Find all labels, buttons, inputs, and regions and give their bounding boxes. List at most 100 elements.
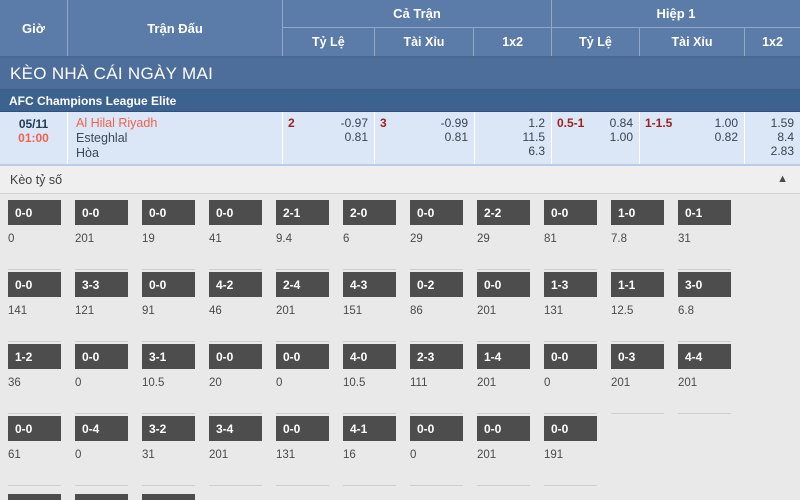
correct-score-chip[interactable]: 0-0: [8, 494, 61, 500]
correct-score-chip[interactable]: 3-4: [209, 416, 262, 441]
correct-score-cell[interactable]: 0-2 86: [410, 272, 477, 344]
correct-score-cell[interactable]: 4-3 151: [343, 272, 410, 344]
odds-ft-under[interactable]: 0.81: [444, 130, 468, 144]
odds-h1-1x2-away[interactable]: 2.83: [770, 144, 794, 158]
correct-score-cell[interactable]: 0-0 0: [276, 344, 343, 416]
correct-score-chip[interactable]: 2-0: [343, 200, 396, 225]
odds-ft-1x2-away[interactable]: 6.3: [528, 144, 545, 158]
correct-score-cell[interactable]: 4-0 10.5: [343, 344, 410, 416]
correct-score-chip[interactable]: 3-3: [75, 272, 128, 297]
column-header-ft-1x2[interactable]: 1x2: [502, 35, 524, 49]
correct-score-chip[interactable]: 0-0: [8, 272, 61, 297]
odds-h1-handicap[interactable]: 0.5-1 0.84 1.00: [552, 112, 640, 164]
correct-score-cell[interactable]: 3-0 6.8: [678, 272, 745, 344]
correct-score-chip[interactable]: 4-4: [678, 344, 731, 369]
odds-h1-handicap-home[interactable]: 0.84: [609, 116, 633, 130]
away-team-name[interactable]: Esteghlal: [76, 131, 128, 145]
correct-score-cell[interactable]: 3-3 121: [75, 272, 142, 344]
correct-score-cell[interactable]: 0-3 201: [611, 344, 678, 416]
correct-score-chip[interactable]: 0-0: [142, 272, 195, 297]
correct-score-chip[interactable]: 3-2: [142, 416, 195, 441]
correct-score-cell[interactable]: 0-0 0: [544, 344, 611, 416]
correct-score-cell[interactable]: 0-0 29: [410, 200, 477, 272]
chevron-up-icon[interactable]: ▲: [777, 173, 788, 185]
correct-score-chip[interactable]: 1-0: [611, 200, 664, 225]
league-header[interactable]: AFC Champions League Elite: [0, 90, 800, 112]
correct-score-chip[interactable]: 0-0: [75, 494, 128, 500]
correct-score-chip[interactable]: 1-3: [544, 272, 597, 297]
correct-score-cell[interactable]: 0-0 91: [142, 272, 209, 344]
correct-score-chip[interactable]: 4-1: [343, 416, 396, 441]
correct-score-chip[interactable]: 4-3: [343, 272, 396, 297]
correct-score-chip[interactable]: 0-0: [8, 200, 61, 225]
correct-score-cell[interactable]: 4-2 46: [209, 272, 276, 344]
correct-score-cell[interactable]: 4-1 16: [343, 416, 410, 488]
correct-score-cell[interactable]: 0-0 0: [8, 200, 75, 272]
correct-score-chip[interactable]: 0-4: [75, 416, 128, 441]
correct-score-chip[interactable]: 0-3: [611, 344, 664, 369]
correct-score-cell[interactable]: 2-1 9.4: [276, 200, 343, 272]
correct-score-chip[interactable]: 0-1: [678, 200, 731, 225]
correct-score-cell[interactable]: 4-4 201: [678, 344, 745, 416]
odds-ft-handicap[interactable]: 2 -0.97 0.81: [283, 112, 375, 164]
correct-score-chip[interactable]: 0-0: [544, 416, 597, 441]
correct-score-chip[interactable]: 0-0: [477, 416, 530, 441]
correct-score-chip[interactable]: 0-0: [276, 344, 329, 369]
correct-score-cell[interactable]: 2-0 6: [343, 200, 410, 272]
correct-score-chip[interactable]: 1-1: [611, 272, 664, 297]
correct-score-chip[interactable]: 0-0: [276, 416, 329, 441]
correct-score-cell[interactable]: 2-4 201: [276, 272, 343, 344]
correct-score-chip[interactable]: 0-0: [410, 416, 463, 441]
home-team-name[interactable]: Al Hilal Riyadh: [76, 116, 158, 130]
correct-score-cell[interactable]: 2-2 29: [477, 200, 544, 272]
correct-score-cell[interactable]: 0-0 191: [544, 416, 611, 488]
correct-score-cell[interactable]: 0-0 19: [142, 200, 209, 272]
correct-score-chip[interactable]: 0-0: [75, 344, 128, 369]
correct-score-chip[interactable]: 0-0: [142, 494, 195, 500]
correct-score-cell[interactable]: 2-3 111: [410, 344, 477, 416]
correct-score-cell[interactable]: 0-0 131: [276, 416, 343, 488]
correct-score-chip[interactable]: 0-0: [410, 200, 463, 225]
correct-score-header[interactable]: Kèo tỷ số ▲: [0, 166, 800, 194]
odds-h1-1x2-home[interactable]: 1.59: [770, 116, 794, 130]
correct-score-chip[interactable]: 0-0: [209, 344, 262, 369]
odds-ft-handicap-home[interactable]: -0.97: [340, 116, 368, 130]
correct-score-cell[interactable]: 3-4 201: [209, 416, 276, 488]
odds-h1-1x2[interactable]: 1.59 8.4 2.83: [745, 112, 800, 164]
odds-h1-over[interactable]: 1.00: [714, 116, 738, 130]
correct-score-cell[interactable]: 0-0 41: [209, 200, 276, 272]
correct-score-chip[interactable]: 0-0: [75, 200, 128, 225]
correct-score-cell[interactable]: 0-0 0: [410, 416, 477, 488]
column-header-ft-over-under[interactable]: Tài Xỉu: [375, 28, 475, 56]
correct-score-chip[interactable]: 0-0: [477, 272, 530, 297]
correct-score-cell[interactable]: 0-0 81: [544, 200, 611, 272]
column-header-h1-handicap[interactable]: Tỷ Lệ: [552, 28, 640, 56]
correct-score-chip[interactable]: 2-3: [410, 344, 463, 369]
odds-h1-1x2-draw[interactable]: 8.4: [777, 130, 794, 144]
correct-score-chip[interactable]: 3-0: [678, 272, 731, 297]
column-header-ft-handicap[interactable]: Tỷ Lệ: [283, 28, 375, 56]
correct-score-cell[interactable]: 1-4 201: [477, 344, 544, 416]
correct-score-chip[interactable]: 4-0: [343, 344, 396, 369]
correct-score-cell[interactable]: 0-0 20: [209, 344, 276, 416]
correct-score-cell[interactable]: 1-0 7.8: [611, 200, 678, 272]
correct-score-chip[interactable]: 0-0: [544, 344, 597, 369]
correct-score-cell[interactable]: 1-2 36: [8, 344, 75, 416]
correct-score-chip[interactable]: 4-2: [209, 272, 262, 297]
odds-h1-over-under[interactable]: 1-1.5 1.00 0.82: [640, 112, 745, 164]
odds-ft-over[interactable]: -0.99: [440, 116, 468, 130]
odds-ft-handicap-away[interactable]: 0.81: [344, 130, 368, 144]
column-header-h1-1x2[interactable]: 1x2: [762, 35, 783, 49]
correct-score-cell[interactable]: 1-3 131: [544, 272, 611, 344]
correct-score-chip[interactable]: 2-4: [276, 272, 329, 297]
correct-score-chip[interactable]: 3-1: [142, 344, 195, 369]
column-header-h1-over-under[interactable]: Tài Xỉu: [640, 28, 745, 56]
odds-ft-over-under[interactable]: 3 -0.99 0.81: [375, 112, 475, 164]
correct-score-chip[interactable]: 0-2: [410, 272, 463, 297]
